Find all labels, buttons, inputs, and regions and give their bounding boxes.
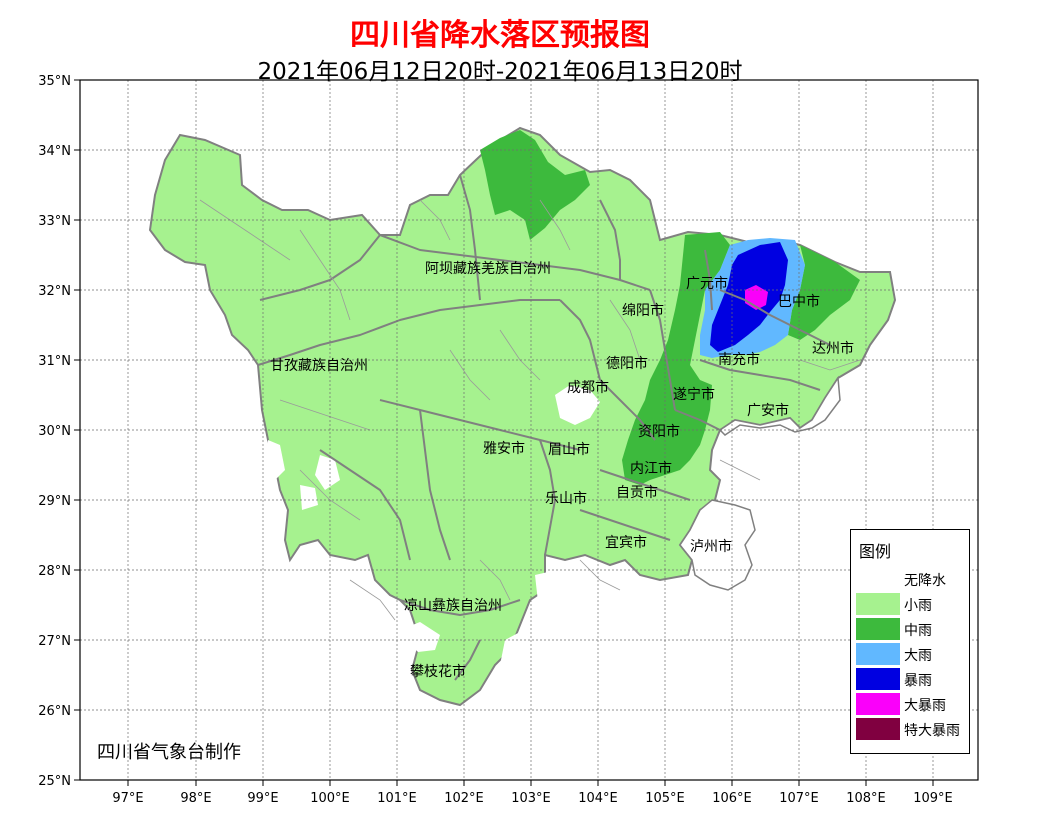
lon-tick-label: 106°E bbox=[712, 791, 752, 806]
region-label: 资阳市 bbox=[638, 423, 680, 440]
region-label: 遂宁市 bbox=[673, 386, 715, 403]
no-rain-area bbox=[535, 572, 552, 602]
legend-label: 小雨 bbox=[904, 598, 932, 614]
no-rain-area bbox=[679, 499, 756, 591]
lon-tick-label: 99°E bbox=[247, 791, 278, 806]
lat-tick-label: 30°N bbox=[38, 424, 71, 439]
graticule bbox=[80, 80, 978, 780]
region-label: 攀枝花市 bbox=[410, 663, 466, 680]
lat-tick-label: 29°N bbox=[38, 494, 71, 509]
no-rain-area bbox=[555, 385, 600, 425]
lon-tick-label: 101°E bbox=[377, 791, 417, 806]
no-rain-area bbox=[300, 485, 318, 510]
region-label: 自贡市 bbox=[616, 484, 658, 501]
legend-label: 暴雨 bbox=[904, 673, 932, 689]
legend-item-heavy-rain: 大雨 bbox=[856, 643, 966, 665]
region-label: 广元市 bbox=[686, 275, 728, 292]
legend-label: 中雨 bbox=[904, 623, 932, 639]
axis-ticks bbox=[74, 79, 934, 786]
lon-tick-label: 100°E bbox=[310, 791, 350, 806]
moderate-rain-area bbox=[788, 245, 860, 340]
map-subtitle: 2021年06月12日20时-2021年06月13日20时 bbox=[257, 59, 743, 85]
lon-tick-label: 98°E bbox=[180, 791, 211, 806]
legend-swatch bbox=[856, 668, 900, 690]
lat-tick-label: 25°N bbox=[38, 774, 71, 789]
legend-label: 大暴雨 bbox=[904, 698, 946, 714]
lat-tick-label: 27°N bbox=[38, 634, 71, 649]
region-label: 眉山市 bbox=[548, 441, 590, 458]
lon-tick-label: 102°E bbox=[444, 791, 484, 806]
legend-label: 特大暴雨 bbox=[904, 723, 960, 739]
region-label: 达州市 bbox=[812, 340, 854, 357]
region-label: 甘孜藏族自治州 bbox=[270, 358, 368, 374]
map-title: 四川省降水落区预报图 bbox=[350, 18, 650, 53]
lat-tick-label: 28°N bbox=[38, 564, 71, 579]
legend: 图例 无降水 小雨 中雨 大雨 暴雨 大暴雨 特大暴雨 bbox=[850, 529, 970, 754]
legend-item-downpour: 大暴雨 bbox=[856, 693, 966, 715]
legend-swatch bbox=[856, 718, 900, 740]
region-label: 宜宾市 bbox=[605, 534, 647, 551]
boundary-lines bbox=[257, 174, 831, 681]
legend-title: 图例 bbox=[859, 542, 892, 561]
region-label: 巴中市 bbox=[778, 293, 820, 310]
lat-tick-label: 32°N bbox=[38, 284, 71, 299]
region-label: 成都市 bbox=[567, 379, 609, 396]
lon-tick-label: 104°E bbox=[578, 791, 618, 806]
legend-swatch bbox=[856, 568, 900, 590]
legend-item-extreme-downpour: 特大暴雨 bbox=[856, 718, 966, 740]
legend-label: 大雨 bbox=[904, 648, 932, 664]
region-label: 绵阳市 bbox=[622, 302, 664, 319]
region-label: 雅安市 bbox=[483, 440, 525, 457]
legend-item-no-rain: 无降水 bbox=[856, 568, 966, 590]
region-label: 南充市 bbox=[718, 351, 760, 368]
legend-swatch bbox=[856, 593, 900, 615]
credit-text: 四川省气象台制作 bbox=[97, 742, 241, 763]
lon-tick-label: 108°E bbox=[846, 791, 886, 806]
lon-tick-label: 105°E bbox=[645, 791, 685, 806]
moderate-rain-area bbox=[480, 130, 590, 240]
legend-item-moderate-rain: 中雨 bbox=[856, 618, 966, 640]
lon-tick-label: 107°E bbox=[779, 791, 819, 806]
no-rain-area bbox=[265, 440, 285, 480]
lat-tick-label: 33°N bbox=[38, 214, 71, 229]
region-label: 泸州市 bbox=[690, 538, 732, 555]
lon-tick-label: 109°E bbox=[913, 791, 953, 806]
lat-tick-label: 31°N bbox=[38, 354, 71, 369]
lat-tick-label: 26°N bbox=[38, 704, 71, 719]
lon-tick-label: 103°E bbox=[511, 791, 551, 806]
legend-item-rainstorm: 暴雨 bbox=[856, 668, 966, 690]
region-label: 德阳市 bbox=[606, 355, 648, 372]
legend-swatch bbox=[856, 693, 900, 715]
region-label: 乐山市 bbox=[545, 490, 587, 507]
legend-swatch bbox=[856, 643, 900, 665]
lat-tick-label: 34°N bbox=[38, 144, 71, 159]
region-label: 阿坝藏族羌族自治州 bbox=[425, 261, 551, 277]
legend-label: 无降水 bbox=[904, 573, 946, 589]
region-label: 广安市 bbox=[747, 402, 789, 419]
no-rain-area bbox=[315, 455, 340, 490]
legend-swatch bbox=[856, 618, 900, 640]
no-rain-area bbox=[405, 622, 440, 652]
lon-tick-label: 97°E bbox=[112, 791, 143, 806]
region-label: 内江市 bbox=[630, 460, 672, 477]
no-rain-area bbox=[500, 632, 532, 678]
legend-item-light-rain: 小雨 bbox=[856, 593, 966, 615]
lat-tick-label: 35°N bbox=[38, 74, 71, 89]
region-label: 凉山彝族自治州 bbox=[404, 598, 502, 614]
